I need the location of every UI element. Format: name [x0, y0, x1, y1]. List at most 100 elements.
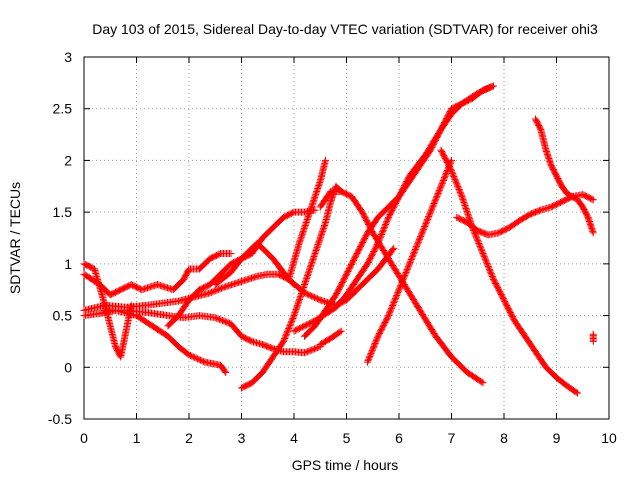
- series-s18: [589, 330, 597, 345]
- data-point: [289, 313, 297, 321]
- data-point: [479, 379, 487, 387]
- data-point: [420, 225, 427, 233]
- data-point: [366, 351, 374, 359]
- data-point: [309, 345, 317, 353]
- x-tick-label: 1: [133, 430, 141, 446]
- data-point: [449, 171, 457, 179]
- data-point: [408, 253, 416, 261]
- data-point: [424, 215, 432, 223]
- data-point: [224, 319, 232, 327]
- data-point: [399, 277, 406, 285]
- data-point: [188, 352, 196, 360]
- data-point: [322, 156, 329, 164]
- data-point: [400, 274, 408, 282]
- data-point: [311, 293, 319, 301]
- data-point: [386, 309, 394, 317]
- data-point: [423, 217, 431, 225]
- data-point: [185, 351, 193, 359]
- data-point: [368, 348, 376, 356]
- data-point: [450, 174, 458, 182]
- data-point: [484, 261, 492, 269]
- data-point: [477, 245, 485, 253]
- data-point: [369, 344, 377, 352]
- data-point: [589, 229, 597, 237]
- data-point: [436, 184, 444, 192]
- data-point: [398, 279, 406, 287]
- data-point: [315, 295, 323, 303]
- data-point: [385, 312, 392, 320]
- data-point: [397, 280, 405, 288]
- data-point: [400, 273, 408, 281]
- x-tick-label: 8: [500, 430, 508, 446]
- data-point: [403, 267, 411, 275]
- data-point: [313, 344, 321, 352]
- data-point: [411, 247, 419, 255]
- data-point: [424, 214, 432, 222]
- data-point: [216, 315, 224, 323]
- series-s17: [532, 115, 597, 237]
- data-point: [287, 319, 295, 327]
- data-point: [385, 310, 393, 318]
- x-tick-label: 0: [80, 430, 88, 446]
- data-point: [206, 289, 214, 297]
- data-point: [442, 169, 450, 177]
- data-point: [483, 258, 490, 266]
- data-point: [455, 185, 463, 193]
- chart-title: Day 103 of 2015, Sidereal Day-to-day VTE…: [92, 21, 598, 37]
- data-point: [383, 218, 391, 226]
- plot-frame: [83, 56, 610, 420]
- data-point: [311, 345, 319, 353]
- data-point: [484, 262, 492, 270]
- data-point: [380, 225, 388, 233]
- data-point: [471, 231, 479, 239]
- data-point: [482, 257, 490, 265]
- data-point: [387, 306, 395, 314]
- data-point: [366, 352, 374, 360]
- data-point: [475, 239, 483, 247]
- data-point: [449, 170, 457, 178]
- x-axis-label: GPS time / hours: [292, 457, 399, 473]
- data-point: [283, 329, 291, 337]
- data-point: [488, 82, 496, 90]
- data-point: [216, 285, 224, 293]
- x-tick-label: 6: [395, 430, 403, 446]
- data-point: [209, 288, 217, 296]
- data-point: [441, 174, 448, 182]
- data-point: [478, 247, 486, 255]
- data-point: [439, 178, 447, 186]
- series-s12: [301, 82, 497, 340]
- data-point: [430, 200, 438, 208]
- data-point: [287, 320, 294, 328]
- data-point: [392, 294, 399, 302]
- data-point: [393, 291, 401, 299]
- data-point: [311, 206, 319, 214]
- data-point: [303, 290, 311, 298]
- data-point: [367, 349, 375, 357]
- data-point: [481, 255, 489, 263]
- data-point: [211, 314, 219, 322]
- data-point: [452, 177, 460, 185]
- data-point: [189, 353, 197, 361]
- data-point: [387, 304, 395, 312]
- data-point: [394, 287, 402, 295]
- data-point: [372, 338, 380, 346]
- data-point: [281, 335, 289, 343]
- data-point: [589, 330, 597, 338]
- data-point: [219, 284, 227, 292]
- data-point: [210, 287, 218, 295]
- data-point: [442, 171, 450, 179]
- data-point: [435, 187, 443, 195]
- data-point: [365, 354, 373, 362]
- data-point: [473, 234, 481, 242]
- data-point: [227, 250, 235, 258]
- data-point: [410, 248, 418, 256]
- data-point: [487, 270, 495, 278]
- y-tick-label: 1: [64, 256, 72, 272]
- data-point: [486, 267, 494, 275]
- data-point: [474, 238, 482, 246]
- data-point: [456, 187, 464, 195]
- y-axis-label: SDTVAR / TECUs: [7, 182, 23, 294]
- data-point: [213, 314, 221, 322]
- x-tick-label: 9: [553, 430, 561, 446]
- data-point: [473, 235, 481, 243]
